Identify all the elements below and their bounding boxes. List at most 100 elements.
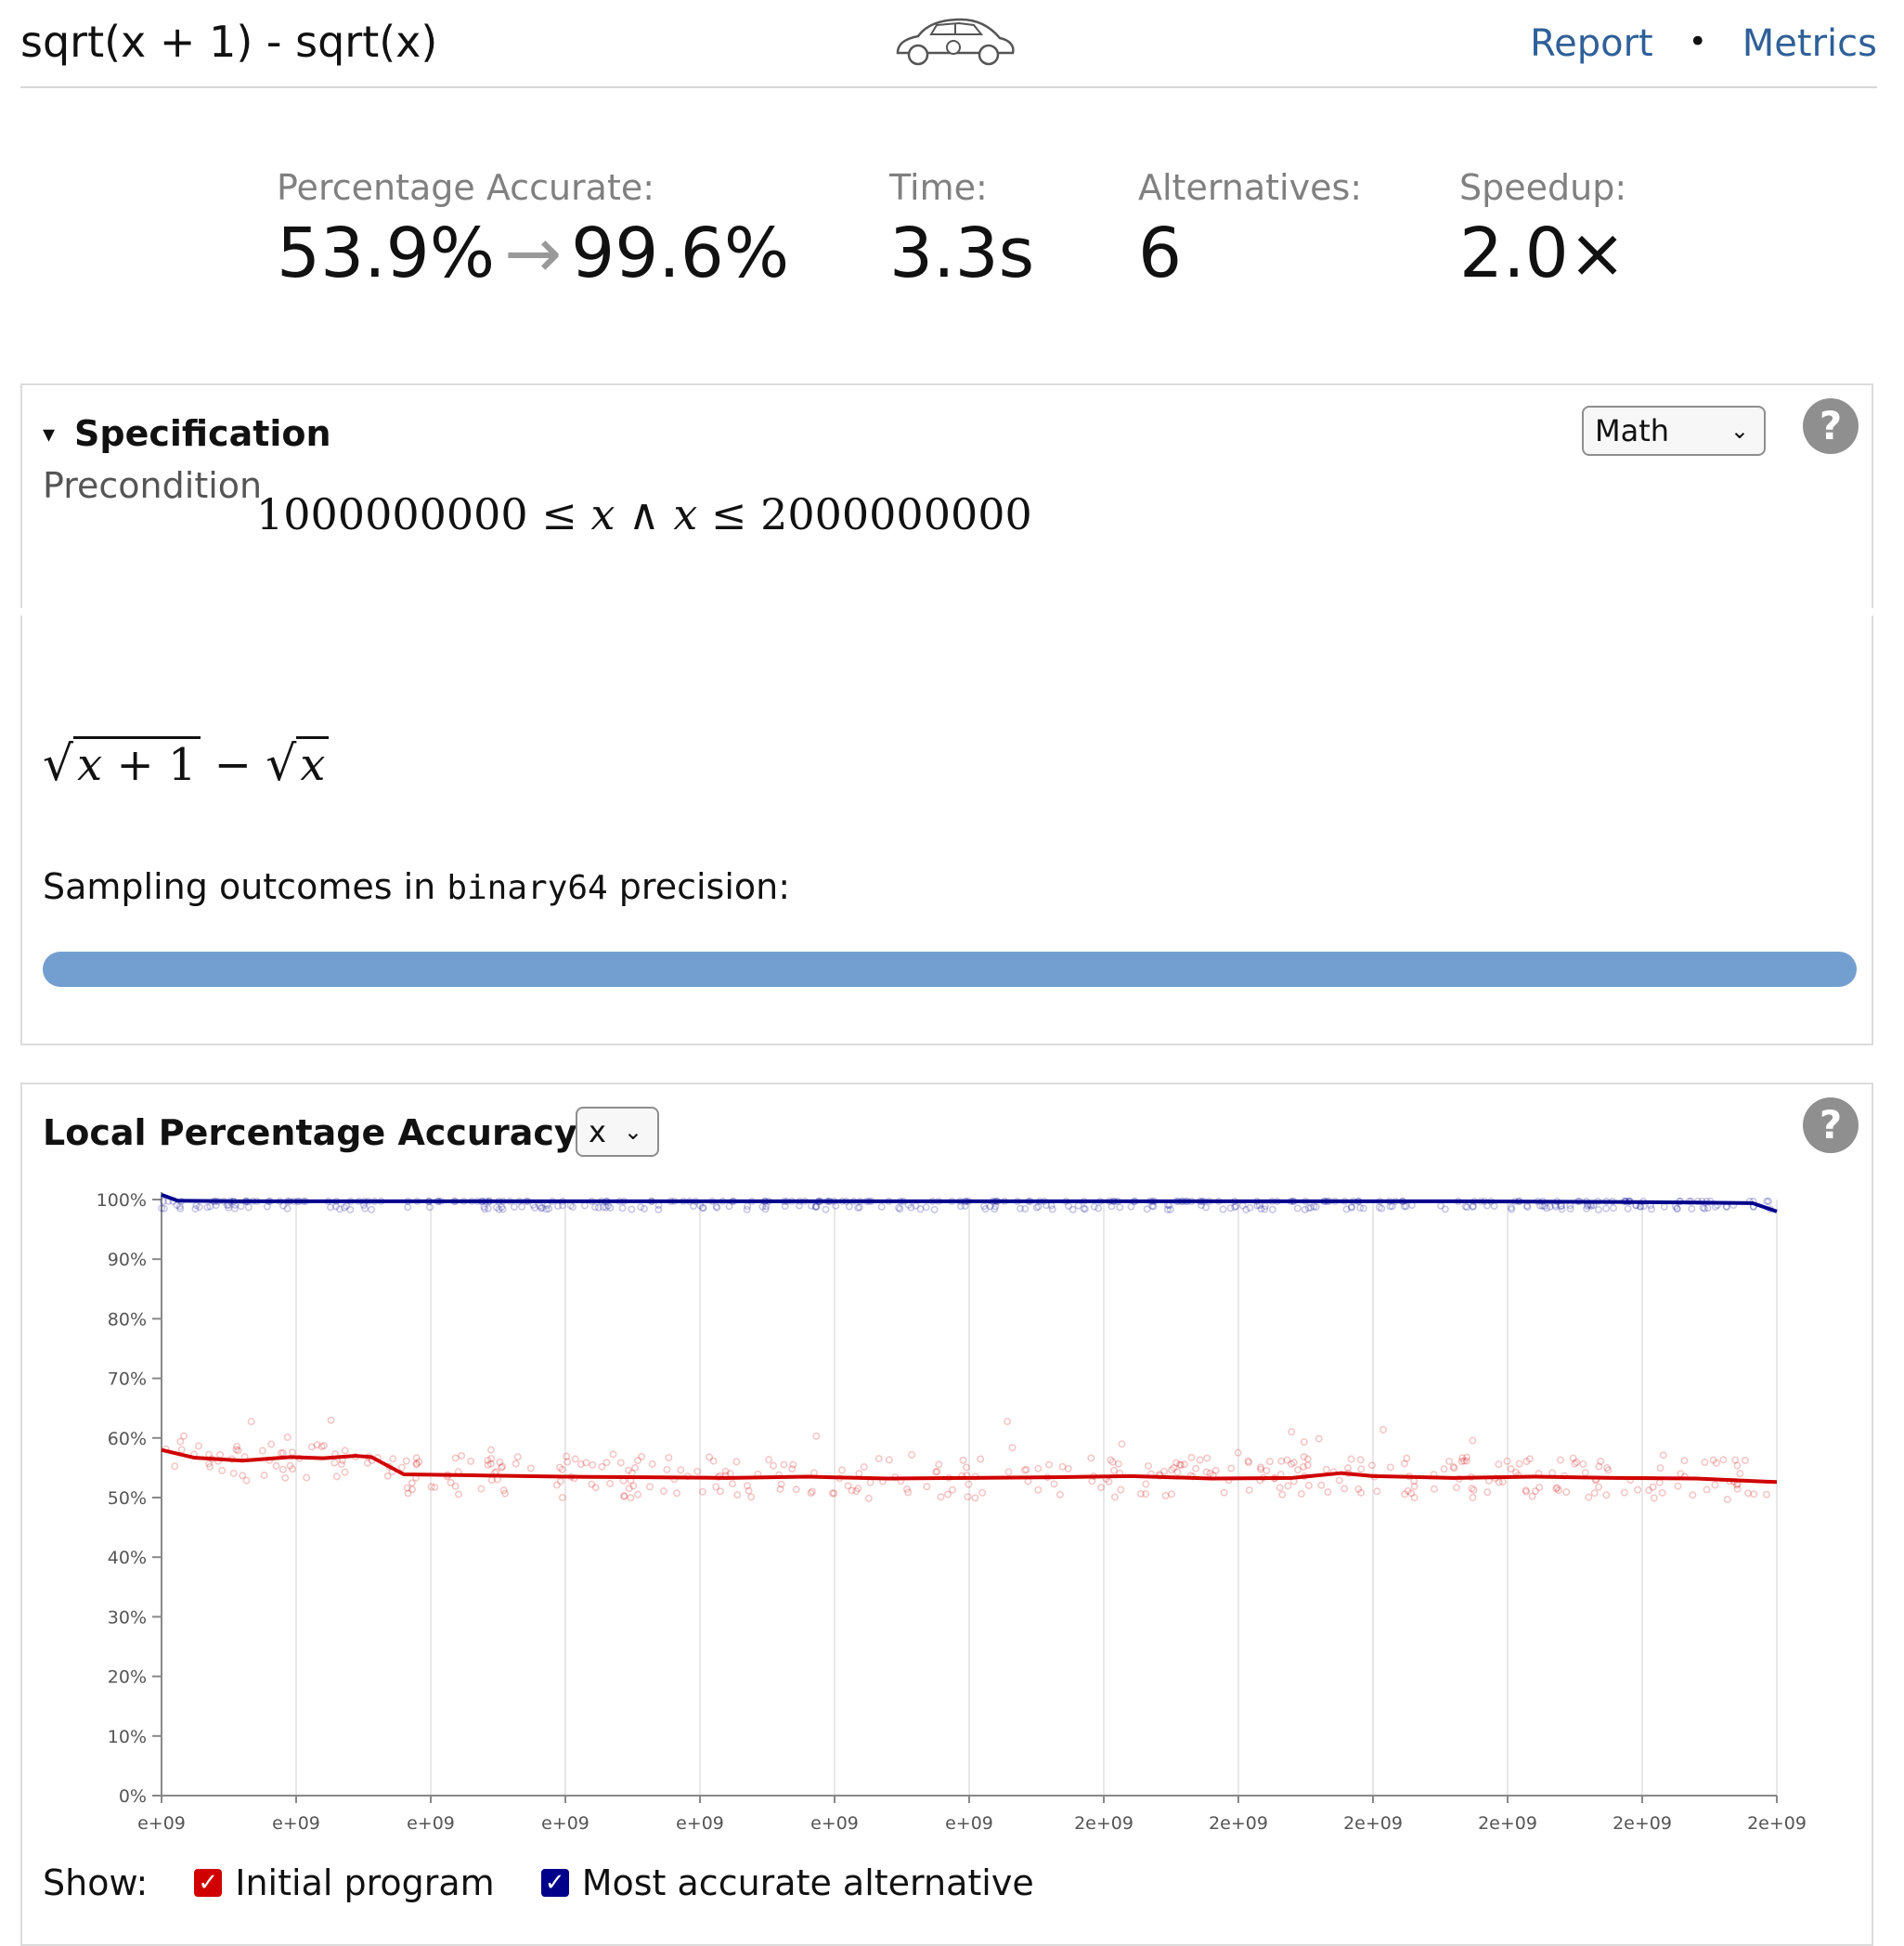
initial-point [1634,1485,1642,1494]
stat-speedup: Speedup: 2.0× [1459,167,1626,293]
initial-point [698,1487,706,1496]
initial-point [281,1473,290,1482]
initial-point [1555,1486,1563,1495]
initial-point [807,1489,815,1498]
initial-point [977,1455,985,1463]
initial-point [1595,1483,1603,1491]
initial-point [320,1442,329,1450]
initial-point [1045,1460,1054,1469]
sampling-prefix: Sampling outcomes in [43,866,447,907]
alternative-point [822,1205,830,1213]
alternative-point [1523,1203,1532,1212]
initial-program-checkbox[interactable]: ✓ [194,1868,223,1897]
alternative-point [537,1204,545,1213]
initial-point [258,1447,266,1455]
accuracy-help-icon[interactable]: ? [1803,1097,1859,1153]
initial-point [625,1466,633,1474]
initial-point [171,1462,179,1471]
initial-point [1457,1457,1466,1465]
initial-point [789,1460,797,1469]
alternative-point [762,1202,771,1211]
initial-point [313,1441,321,1449]
alternative-point [930,1205,939,1213]
initial-point [733,1491,742,1499]
initial-point [591,1484,600,1492]
initial-point [904,1488,913,1497]
alternative-point [1378,1204,1386,1213]
initial-point [1535,1484,1544,1492]
initial-point [1503,1457,1511,1465]
x-tick-label: e+09 [137,1813,186,1834]
alternative-point [1293,1204,1302,1213]
initial-point [1357,1488,1366,1497]
spec-view-select[interactable]: Math ⌄ [1582,406,1766,456]
initial-point [828,1489,836,1498]
initial-point [1462,1457,1470,1465]
spec-help-icon[interactable]: ? [1803,398,1859,454]
alternative-point [1388,1202,1396,1211]
sampling-type: binary64 [447,869,608,907]
alternative-point [1261,1205,1269,1213]
specification-toggle[interactable]: ▾ Specification [43,413,331,454]
stat-time-value: 3.3s [889,214,1035,293]
initial-point [1196,1456,1204,1464]
series-toggles: Show: ✓ Initial program ✓ Most accurate alte… [43,1862,1034,1903]
report-link[interactable]: Report [1530,22,1653,65]
initial-point [1401,1490,1409,1498]
initial-point [498,1463,506,1472]
metrics-link[interactable]: Metrics [1742,22,1877,65]
initial-point [634,1490,642,1498]
disclosure-triangle-icon: ▾ [43,421,56,448]
alternative-point [530,1203,538,1212]
initial-point [1573,1458,1581,1466]
sqrt-term-2: √x [266,736,330,792]
initial-point [933,1467,941,1475]
initial-point [1177,1461,1185,1470]
alternative-point [812,1202,821,1211]
y-tick-label: 30% [108,1607,147,1628]
alternative-point [1699,1203,1707,1212]
alternative-point [1673,1204,1681,1213]
alternative-point [744,1202,752,1211]
initial-point [948,1485,956,1494]
initial-point [337,1460,345,1469]
initial-point [1341,1485,1349,1493]
alternative-point [1074,1201,1082,1210]
initial-point [777,1480,785,1488]
alternative-point [518,1202,526,1211]
arrow-right-icon: → [504,214,563,293]
alternative-point [191,1204,200,1213]
x-tick-label: 2e+09 [1209,1813,1268,1834]
initial-point [1202,1468,1211,1476]
initial-point [844,1482,852,1490]
alternative-point [568,1203,576,1212]
initial-point [932,1468,940,1476]
initial-point [1498,1478,1507,1486]
initial-point [1400,1460,1408,1468]
axis-variable-select[interactable]: x ⌄ [576,1107,659,1157]
show-label: Show: [43,1862,149,1903]
initial-point [1203,1454,1211,1462]
initial-point [1265,1458,1274,1466]
initial-point [455,1490,463,1498]
initial-point [1324,1488,1332,1497]
initial-point [1649,1483,1657,1491]
alternative-checkbox[interactable]: ✓ [540,1868,569,1897]
initial-point [1590,1489,1599,1498]
initial-point [1317,1481,1326,1489]
alternative-point [1232,1202,1240,1211]
initial-point [1276,1484,1284,1492]
precondition-label: Precondition [43,465,263,506]
alternative-point [1546,1202,1554,1211]
radical-icon: √ [43,736,74,792]
initial-point [1656,1464,1664,1472]
alternative-point [480,1202,488,1211]
initial-point [1604,1466,1613,1474]
alternative-point [699,1204,707,1213]
initial-point [1322,1465,1330,1473]
x-tick-label: e+09 [407,1813,455,1834]
alternative-point [916,1205,925,1213]
initial-point [563,1458,572,1466]
initial-point [677,1466,685,1474]
initial-point [609,1450,617,1459]
